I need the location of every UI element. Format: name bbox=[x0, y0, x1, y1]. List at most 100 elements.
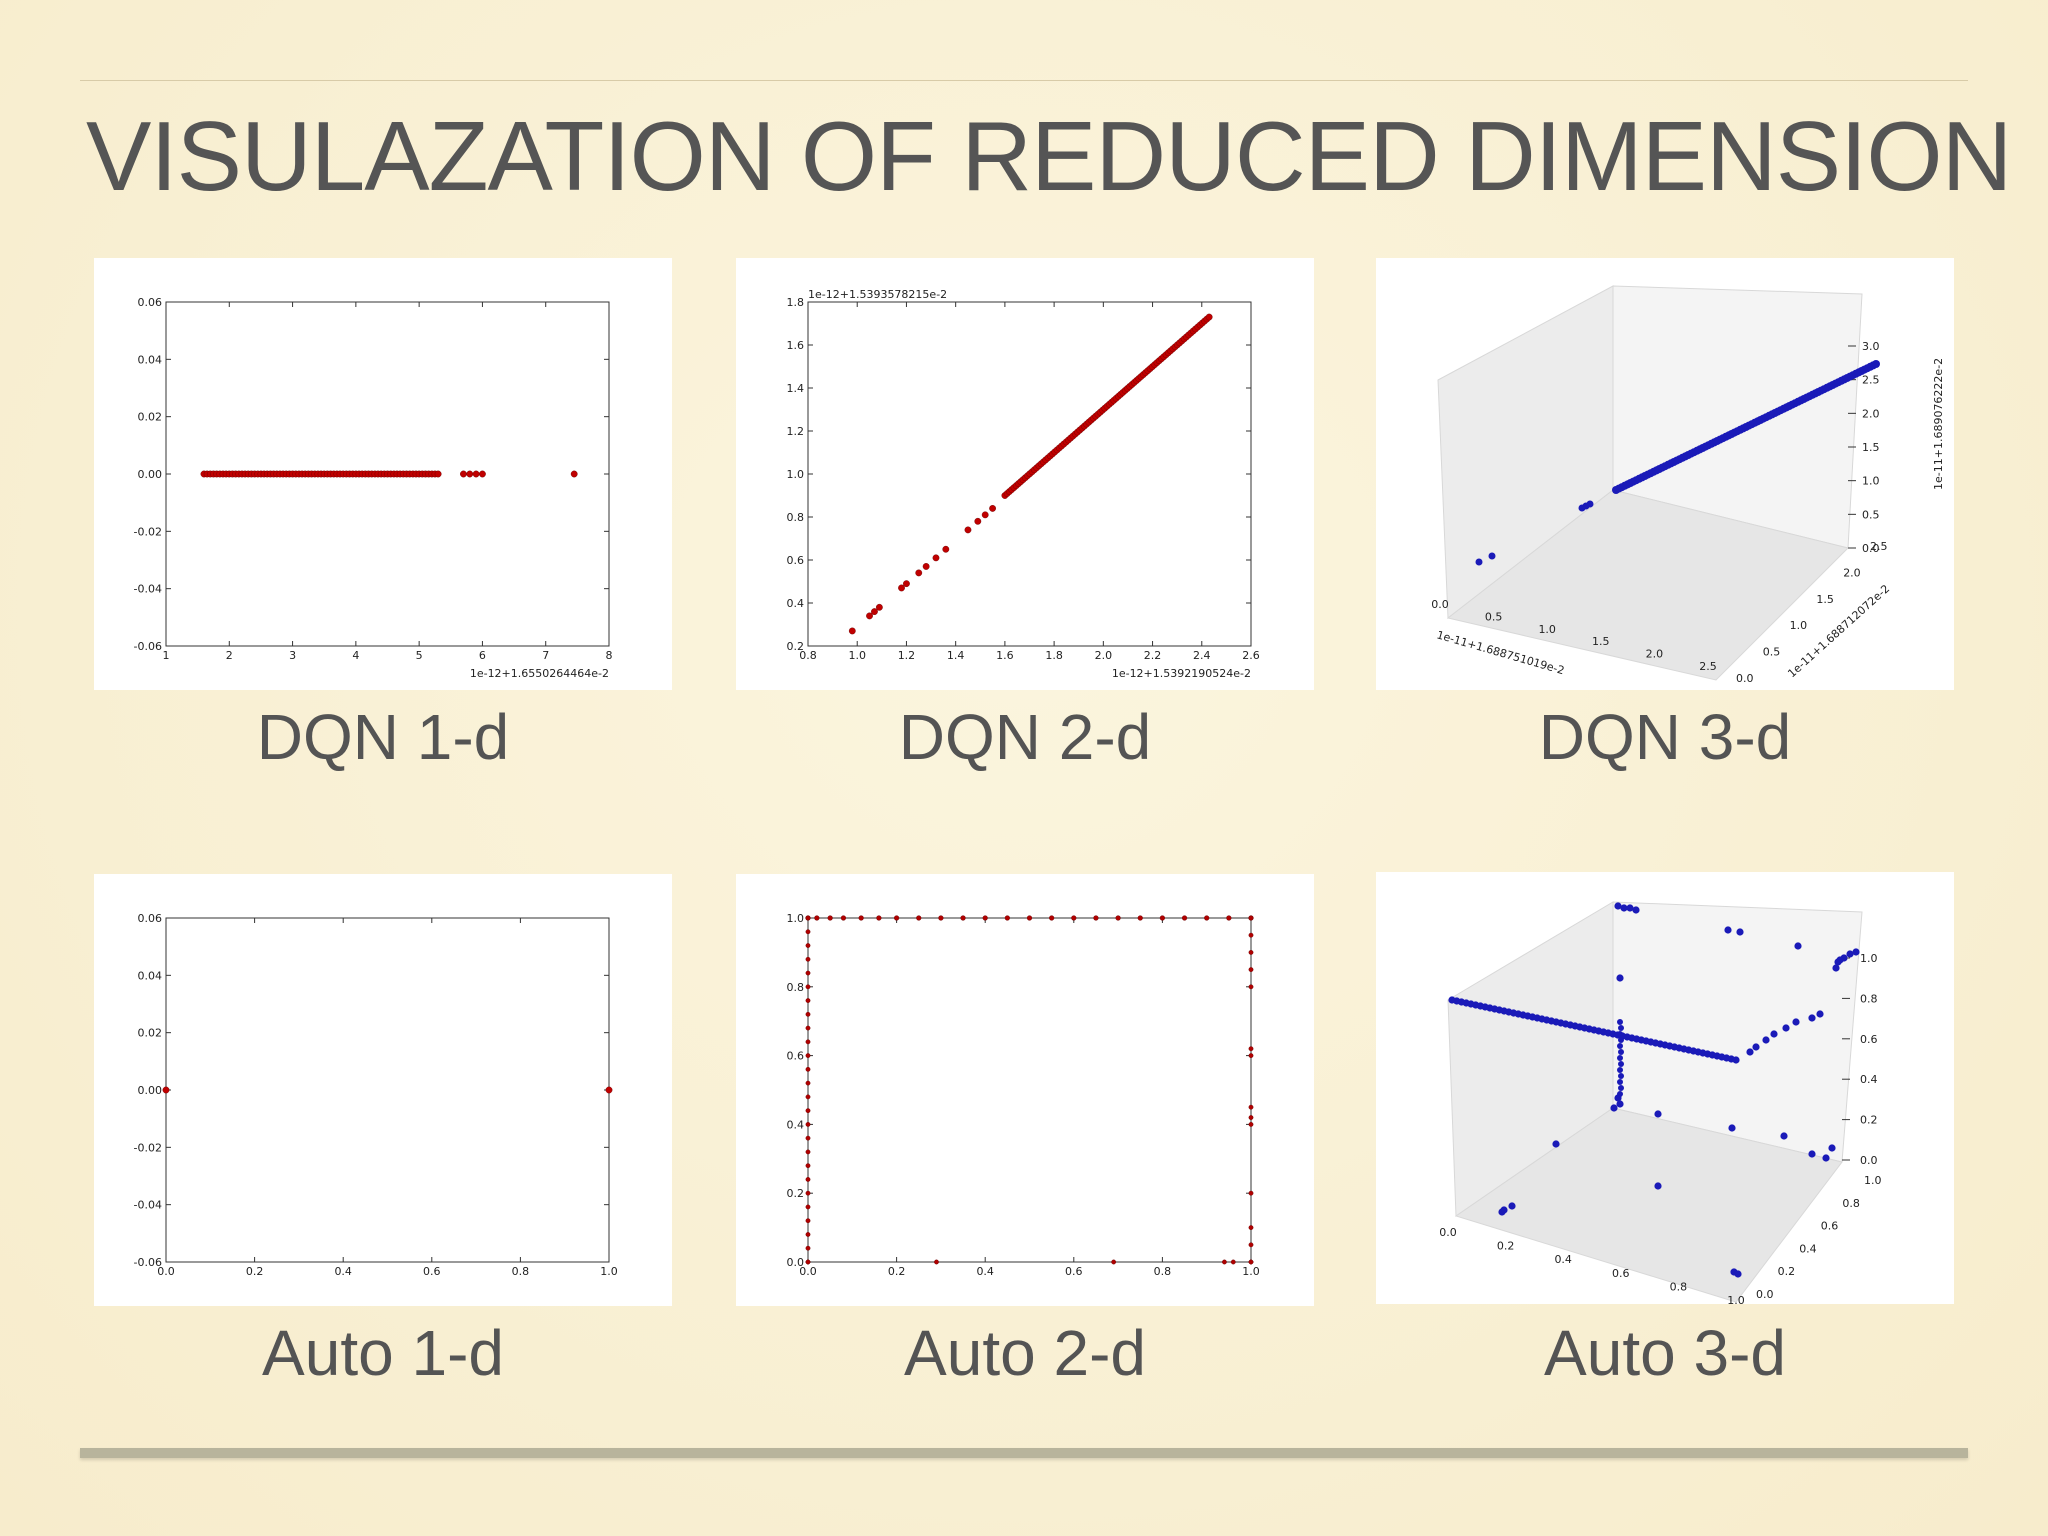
auto-3d-point bbox=[1724, 926, 1732, 934]
dqn-2d-xtick-label: 2.0 bbox=[1095, 649, 1113, 662]
auto-3d-point bbox=[1828, 1144, 1836, 1152]
auto-2d-point bbox=[805, 1121, 811, 1127]
auto-3d-point bbox=[1618, 1037, 1624, 1043]
auto-2d-xtick-label: 1.0 bbox=[1242, 1265, 1260, 1278]
auto-1d-xtick-label: 0.4 bbox=[334, 1265, 352, 1278]
auto-2d-xtick-label: 0.4 bbox=[976, 1265, 994, 1278]
auto-2d-point bbox=[805, 1135, 811, 1141]
auto-3d-point bbox=[1618, 1049, 1624, 1055]
dqn-3d-ztick-label: 0.0 bbox=[1862, 542, 1880, 555]
auto-3d-point bbox=[1620, 904, 1628, 912]
auto-3d-point bbox=[1617, 1055, 1623, 1061]
auto-3d-point bbox=[1728, 1124, 1736, 1132]
auto-1d-ytick-label: -0.04 bbox=[134, 1199, 162, 1212]
top-rule bbox=[80, 80, 1968, 81]
auto-2d-point bbox=[805, 943, 811, 948]
auto-2d-point bbox=[1093, 915, 1099, 921]
caption-dqn-1d: DQN 1-d bbox=[256, 701, 510, 773]
dqn-2d-point bbox=[981, 511, 989, 519]
dqn-3d-xtick-label: 0.5 bbox=[1485, 610, 1503, 623]
auto-2d-point bbox=[805, 1204, 811, 1210]
auto-3d-point bbox=[1846, 950, 1854, 958]
slide-title: VISULAZATION OF REDUCED DIMENSION bbox=[86, 101, 2012, 211]
auto-2d-point bbox=[916, 915, 922, 921]
auto-2d-point bbox=[1049, 915, 1055, 921]
chart-panel-dqn-3d: 1e-11+1.688751019e-2 1e-11+1.688712072e-… bbox=[1376, 258, 1954, 690]
dqn-1d-ytick-label: 0.02 bbox=[138, 411, 163, 424]
auto-2d-point bbox=[1248, 1053, 1254, 1059]
auto-3d-point bbox=[1654, 1182, 1662, 1190]
auto-3d-ztick-label: 0.8 bbox=[1860, 992, 1878, 1005]
auto-2d-point bbox=[805, 1232, 811, 1237]
auto-2d-point bbox=[805, 1039, 811, 1045]
dqn-3d-ytick-label: 1.5 bbox=[1816, 593, 1834, 606]
auto-1d-ytick-label: 0.00 bbox=[138, 1084, 163, 1097]
auto-2d-point bbox=[805, 1163, 811, 1169]
auto-2d-point bbox=[1248, 984, 1254, 990]
dqn-3d-ztick-label: 0.5 bbox=[1862, 508, 1880, 521]
auto-2d-point bbox=[805, 1245, 811, 1251]
dqn-2d-point bbox=[974, 517, 982, 525]
auto-2d-point bbox=[805, 1177, 811, 1182]
auto-3d-point bbox=[1552, 1140, 1560, 1148]
caption-auto-1d: Auto 1-d bbox=[262, 1317, 504, 1389]
bottom-rule bbox=[80, 1448, 1968, 1458]
auto-3d-point bbox=[1618, 1061, 1624, 1067]
auto-3d-point bbox=[1617, 1067, 1623, 1073]
dqn-1d-xtick-label: 7 bbox=[542, 649, 549, 662]
auto-1d-point bbox=[162, 1086, 170, 1094]
auto-2d-xtick-label: 0.2 bbox=[888, 1265, 906, 1278]
auto-3d-point bbox=[1618, 1073, 1624, 1079]
auto-3d-ytick-label: 1.0 bbox=[1864, 1174, 1882, 1187]
auto-2d-point bbox=[805, 956, 811, 962]
dqn-1d-xtick-label: 6 bbox=[479, 649, 486, 662]
auto-2d-point bbox=[1222, 1259, 1227, 1265]
auto-2d-point bbox=[805, 1080, 811, 1086]
dqn-2d-point bbox=[932, 554, 940, 562]
auto-1d-xtick-label: 0.0 bbox=[157, 1265, 175, 1278]
auto-1d-ytick-label: -0.06 bbox=[134, 1256, 162, 1269]
auto-3d-point bbox=[1794, 942, 1802, 950]
dqn-2d-xtick-label: 2.4 bbox=[1193, 649, 1211, 662]
dqn-3d-point bbox=[1872, 360, 1880, 368]
auto-2d-point bbox=[1230, 1259, 1236, 1265]
auto-3d-point bbox=[1616, 974, 1624, 982]
auto-3d-point bbox=[1770, 1030, 1778, 1038]
dqn-1d-xtick-label: 1 bbox=[163, 649, 170, 662]
auto-3d-point bbox=[1808, 1150, 1816, 1158]
auto-3d-point bbox=[1792, 1018, 1800, 1026]
auto-3d-point bbox=[1782, 1024, 1790, 1032]
auto-2d-point bbox=[1248, 1115, 1254, 1120]
auto-2d-point bbox=[805, 998, 811, 1003]
auto-1d-ytick-label: 0.04 bbox=[138, 969, 163, 982]
auto-3d-ztick-label: 0.6 bbox=[1860, 1033, 1878, 1046]
dqn-2d-point bbox=[942, 545, 950, 553]
auto-3d-point bbox=[1508, 1202, 1516, 1210]
dqn-2d-point bbox=[871, 608, 878, 615]
auto-3d-point bbox=[1616, 1100, 1624, 1108]
auto-2d-point bbox=[1248, 1104, 1254, 1110]
dqn-2d-ytick-label: 0.2 bbox=[787, 640, 805, 653]
auto-3d-point bbox=[1654, 1110, 1662, 1118]
dqn-3d-z-offset-label: 1e-11+1.689076222e-2 bbox=[1932, 358, 1945, 490]
auto-3d-point bbox=[1730, 1268, 1738, 1276]
auto-2d-point bbox=[1204, 915, 1210, 921]
auto-3d-ytick-label: 0.6 bbox=[1821, 1220, 1839, 1233]
auto-2d-point bbox=[805, 1190, 811, 1196]
auto-2d-point bbox=[1004, 915, 1010, 921]
dqn-2d-xtick-label: 2.2 bbox=[1144, 649, 1162, 662]
dqn-2d-ytick-label: 1.2 bbox=[787, 425, 805, 438]
auto-2d-point bbox=[1248, 1046, 1254, 1052]
dqn-2d-ytick-label: 0.6 bbox=[787, 554, 805, 567]
auto-2d-xtick-label: 0.8 bbox=[1154, 1265, 1172, 1278]
dqn-3d-ytick-label: 1.0 bbox=[1790, 619, 1808, 632]
auto-2d-xtick-label: 0.0 bbox=[799, 1265, 817, 1278]
auto-3d-point bbox=[1732, 1056, 1740, 1064]
auto-3d-point bbox=[1498, 1208, 1506, 1216]
auto-2d-point bbox=[805, 1066, 811, 1072]
auto-2d-xtick-label: 0.6 bbox=[1065, 1265, 1083, 1278]
auto-2d-point bbox=[1248, 932, 1254, 938]
dqn-1d-xtick-label: 4 bbox=[352, 649, 359, 662]
auto-3d-ytick-label: 0.4 bbox=[1799, 1242, 1817, 1255]
dqn-1d-point bbox=[472, 470, 480, 478]
